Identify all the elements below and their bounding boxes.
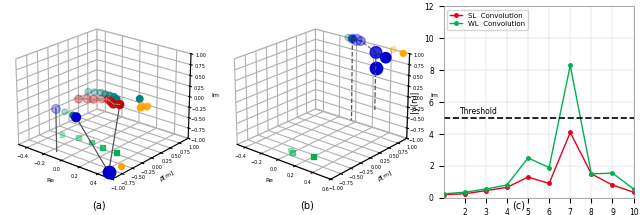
WL  Convolution bbox=[588, 173, 595, 175]
Y-axis label: $\beta$[m]: $\beta$[m] bbox=[376, 169, 395, 184]
WL  Convolution bbox=[545, 166, 553, 169]
WL  Convolution bbox=[630, 188, 637, 190]
WL  Convolution bbox=[503, 184, 511, 186]
SL  Convolution bbox=[545, 182, 553, 185]
WL  Convolution bbox=[566, 64, 574, 67]
Y-axis label: |y(n)|: |y(n)| bbox=[410, 91, 419, 114]
WL  Convolution bbox=[609, 172, 616, 174]
Line: WL  Convolution: WL Convolution bbox=[442, 64, 636, 196]
WL  Convolution bbox=[524, 157, 532, 159]
Text: (a): (a) bbox=[92, 201, 106, 210]
SL  Convolution bbox=[503, 186, 511, 189]
Text: Threshold: Threshold bbox=[460, 107, 499, 116]
Text: (c): (c) bbox=[512, 201, 525, 210]
Text: (b): (b) bbox=[300, 201, 314, 210]
SL  Convolution bbox=[588, 173, 595, 175]
SL  Convolution bbox=[609, 184, 616, 186]
X-axis label: Re: Re bbox=[47, 178, 54, 183]
X-axis label: Re: Re bbox=[266, 178, 273, 183]
WL  Convolution bbox=[461, 191, 468, 194]
SL  Convolution bbox=[566, 131, 574, 134]
SL  Convolution bbox=[461, 192, 468, 195]
Y-axis label: $\beta$[m]: $\beta$[m] bbox=[157, 169, 176, 184]
SL  Convolution bbox=[630, 191, 637, 194]
WL  Convolution bbox=[482, 188, 490, 190]
SL  Convolution bbox=[482, 189, 490, 192]
SL  Convolution bbox=[524, 176, 532, 178]
Line: SL  Convolution: SL Convolution bbox=[442, 131, 636, 196]
WL  Convolution bbox=[440, 192, 447, 195]
Legend: SL  Convolution, WL  Convolution: SL Convolution, WL Convolution bbox=[447, 10, 528, 29]
SL  Convolution bbox=[440, 193, 447, 196]
